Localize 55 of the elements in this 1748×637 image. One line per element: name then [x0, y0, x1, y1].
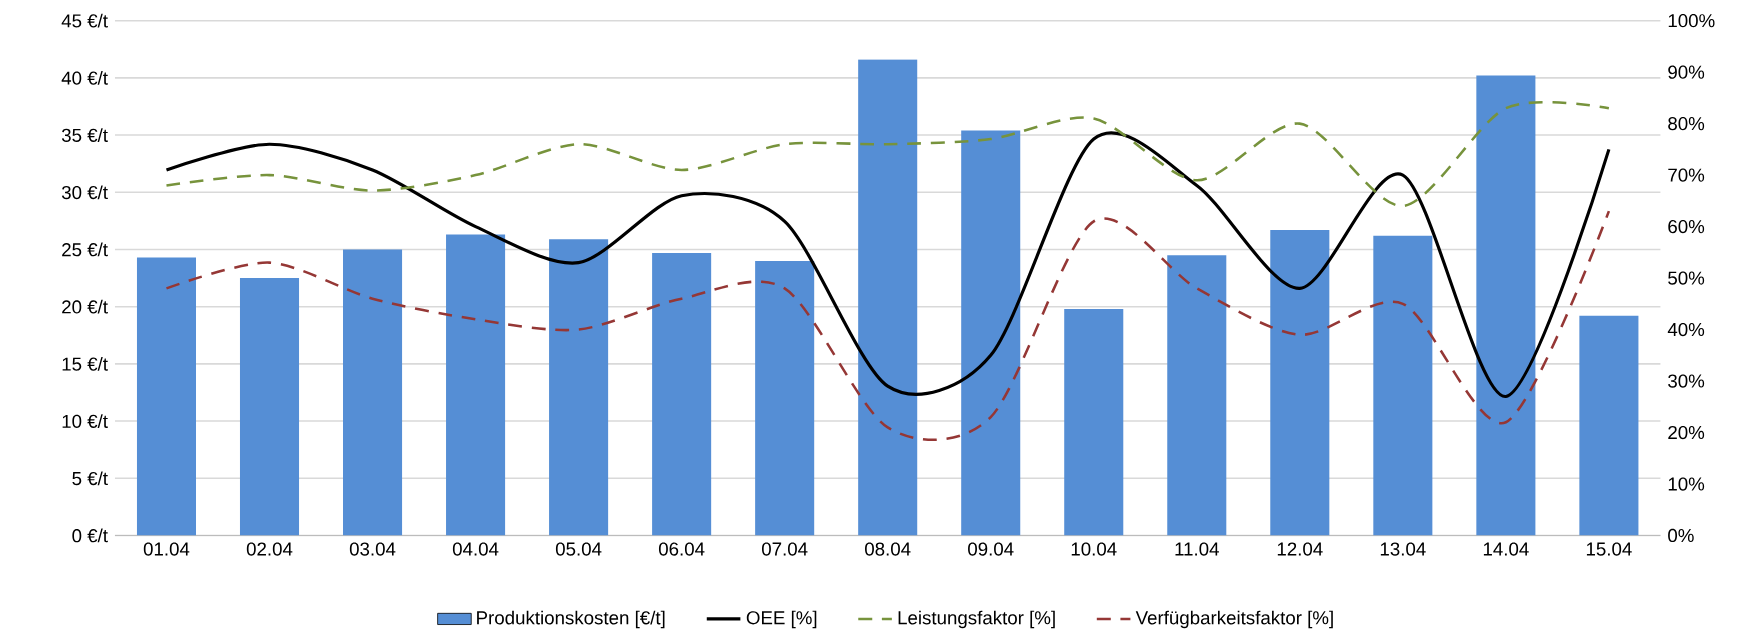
y-tick-label: 5 €/t: [72, 471, 108, 486]
y-tick-label: 35 €/t: [61, 128, 108, 143]
bar: [1579, 315, 1639, 536]
bar: [1167, 255, 1227, 536]
x-tick-label: 05.04: [555, 542, 602, 556]
bar: [1373, 235, 1433, 536]
bar: [446, 234, 506, 536]
x-tick-label: 02.04: [246, 542, 293, 556]
bar: [1064, 309, 1124, 536]
bar: [239, 278, 300, 536]
x-tick-label: 01.04: [143, 542, 190, 556]
y-tick-label: 30 €/t: [61, 185, 108, 200]
y2-tick-label: 10%: [1668, 477, 1705, 491]
x-tick-label: 15.04: [1586, 542, 1632, 556]
y2-tick-label: 70%: [1668, 168, 1705, 182]
y2-tick-label: 50%: [1668, 271, 1705, 285]
y-tick-label: 0 €/t: [72, 528, 108, 543]
y-tick-label: 40 €/t: [61, 71, 108, 85]
x-tick-label: 07.04: [762, 542, 808, 556]
bar: [961, 130, 1021, 536]
bar: [755, 260, 815, 536]
bar: [858, 59, 918, 536]
bar: [1270, 230, 1330, 536]
x-tick-label: 13.04: [1380, 542, 1426, 556]
y-tick-label: 15 €/t: [62, 357, 108, 371]
y2-tick-label: 60%: [1668, 220, 1705, 234]
x-tick-label: 09.04: [968, 542, 1014, 556]
y2-tick-label: 20%: [1668, 425, 1705, 440]
x-tick-label: 06.04: [658, 542, 705, 556]
y2-tick-label: 40%: [1667, 323, 1705, 337]
y-tick-label: 10 €/t: [62, 414, 108, 429]
y2-tick-label: 90%: [1668, 65, 1705, 79]
x-tick-label: 12.04: [1277, 542, 1323, 556]
y2-tick-label: 30%: [1668, 374, 1705, 388]
y2-tick-label: 80%: [1668, 117, 1705, 131]
x-tick-label: 03.04: [349, 542, 396, 556]
y2-tick-label: 0%: [1668, 528, 1694, 543]
legend-label: Produktionskosten [€/t]: [477, 610, 665, 629]
x-tick-label: 14.04: [1483, 542, 1529, 556]
legend-label: Verfügbarkeitsfaktor [%]: [1135, 610, 1333, 629]
bar: [549, 239, 609, 536]
bar: [1476, 75, 1536, 536]
y-tick-label: 20 €/t: [62, 299, 108, 314]
y2-tick-label: 100%: [1668, 14, 1715, 28]
x-tick-label: 08.04: [865, 542, 911, 556]
y-tick-label: 45 €/t: [61, 13, 108, 28]
bar: [652, 252, 712, 536]
bar: [136, 257, 197, 536]
legend-label: OEE [%]: [746, 610, 817, 629]
x-tick-label: 10.04: [1071, 542, 1117, 556]
x-tick-label: 04.04: [452, 542, 499, 556]
x-tick-label: 11.04: [1175, 542, 1219, 556]
legend-label: Leistungsfaktor [%]: [898, 610, 1055, 629]
y-tick-label: 25 €/t: [62, 242, 108, 257]
bar: [343, 249, 403, 536]
